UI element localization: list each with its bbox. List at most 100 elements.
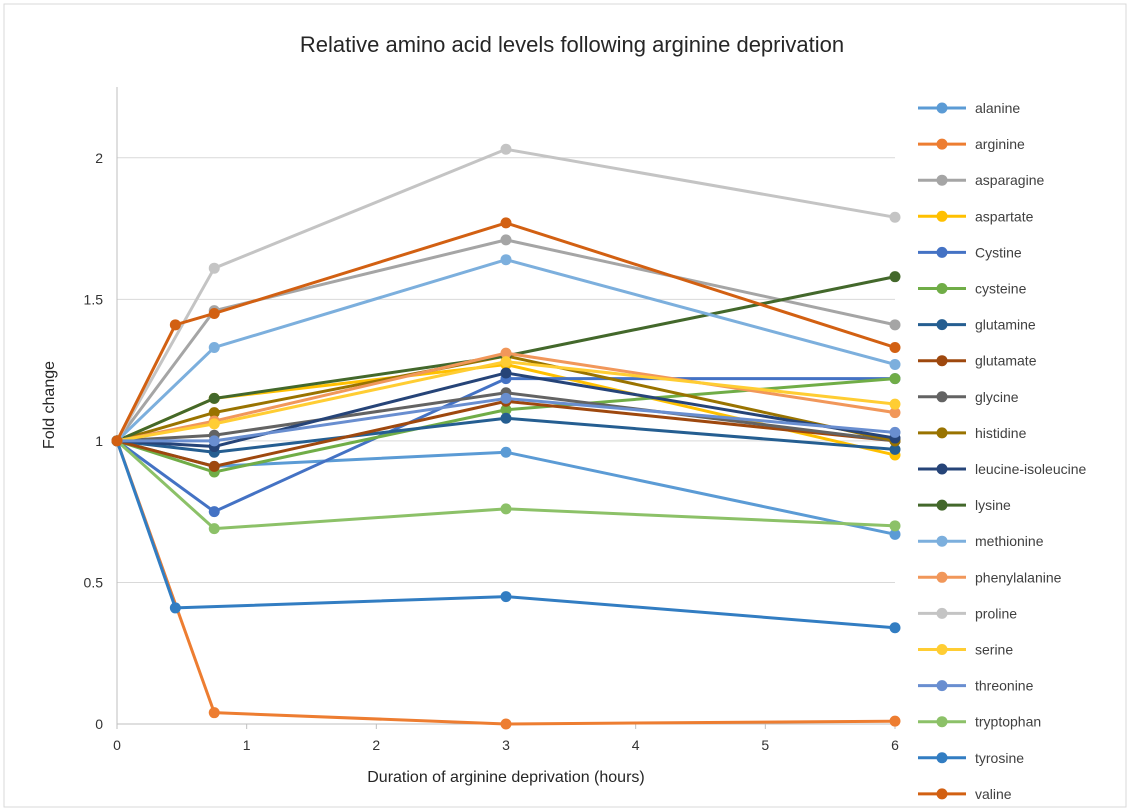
legend-label: arginine (975, 136, 1025, 152)
y-tick-label: 0.5 (84, 574, 104, 590)
data-point (500, 367, 512, 379)
series-line-lysine (115, 275, 897, 443)
data-point (889, 358, 901, 370)
data-point (208, 307, 220, 319)
legend-marker (936, 174, 948, 186)
data-point (169, 602, 181, 614)
series-line-cystine (115, 377, 897, 514)
legend-marker (936, 463, 948, 475)
data-point (208, 707, 220, 719)
legend-marker (936, 680, 948, 692)
data-point (889, 715, 901, 727)
data-point (500, 356, 512, 368)
data-point (169, 319, 181, 331)
y-axis-label: Fold change (41, 361, 58, 449)
series-lines (111, 143, 901, 730)
series-line-cysteine (115, 377, 897, 474)
data-point (889, 443, 901, 455)
data-point (500, 404, 512, 416)
data-point (889, 271, 901, 283)
legend-marker (936, 138, 948, 150)
series-valine (111, 217, 901, 447)
legend: alanine arginine asparagine aspartate Cystin… (918, 100, 1087, 802)
data-point (500, 234, 512, 246)
data-point (889, 341, 901, 353)
legend-label: serine (975, 642, 1013, 658)
legend-item-tyrosine: tyrosine (918, 750, 1024, 766)
y-tick-label: 1.5 (84, 291, 104, 307)
data-point (889, 319, 901, 331)
legend-label: phenylalanine (975, 569, 1062, 585)
legend-item-glycine: glycine (918, 389, 1019, 405)
data-point (208, 407, 220, 419)
x-tick-label: 2 (372, 737, 380, 753)
data-point (500, 591, 512, 603)
data-point (889, 520, 901, 532)
legend-item-glutamate: glutamate (918, 353, 1037, 369)
data-point (208, 418, 220, 430)
x-tick-label: 1 (243, 737, 251, 753)
legend-item-glutamine: glutamine (918, 317, 1036, 333)
x-tick-label: 4 (632, 737, 640, 753)
legend-label: glutamate (975, 353, 1037, 369)
legend-marker (936, 355, 948, 367)
legend-item-leucine-isoleucine: leucine-isoleucine (918, 461, 1087, 477)
data-point (889, 528, 901, 540)
legend-item-histidine: histidine (918, 425, 1027, 441)
data-point (500, 392, 512, 404)
data-point (208, 506, 220, 518)
series-line-tyrosine (115, 439, 897, 630)
legend-marker (936, 210, 948, 222)
legend-item-cysteine: cysteine (918, 281, 1027, 297)
data-point (111, 435, 123, 447)
data-point (889, 426, 901, 438)
legend-label: alanine (975, 100, 1020, 116)
x-tick-label: 3 (502, 737, 510, 753)
legend-item-aspartate: aspartate (918, 208, 1034, 224)
legend-label: glutamine (975, 317, 1036, 333)
legend-marker (936, 283, 948, 294)
data-point (500, 718, 512, 730)
legend-item-cystine: Cystine (918, 244, 1022, 260)
series-line-tryptophan (115, 439, 897, 531)
series-line-threonine (115, 396, 897, 443)
legend-label: valine (975, 786, 1012, 802)
legend-item-valine: valine (918, 786, 1012, 802)
gridlines (117, 157, 895, 583)
legend-label: leucine-isoleucine (975, 461, 1087, 477)
legend-item-arginine: arginine (918, 136, 1025, 152)
series-line-glutamate (115, 399, 897, 468)
legend-item-lysine: lysine (918, 497, 1011, 513)
legend-label: proline (975, 605, 1017, 621)
legend-label: tyrosine (975, 750, 1024, 766)
legend-label: tryptophan (975, 714, 1041, 730)
x-axis-label: Duration of arginine deprivation (hours) (367, 769, 644, 786)
data-point (500, 347, 512, 359)
legend-marker (936, 716, 948, 728)
series-line-proline (115, 147, 897, 443)
y-tick-label: 2 (95, 150, 103, 166)
data-point (208, 392, 220, 404)
legend-marker (936, 427, 948, 439)
data-point (208, 435, 220, 447)
legend-item-asparagine: asparagine (918, 172, 1044, 188)
legend-label: histidine (975, 425, 1027, 441)
data-point (889, 398, 901, 410)
series-line-leucine-isoleucine (115, 371, 897, 449)
legend-marker (936, 319, 948, 331)
legend-label: lysine (975, 497, 1011, 513)
data-point (500, 217, 512, 229)
legend-label: glycine (975, 389, 1019, 405)
legend-item-tryptophan: tryptophan (918, 714, 1041, 730)
x-tick-label: 5 (761, 737, 769, 753)
legend-marker (936, 391, 948, 403)
legend-label: asparagine (975, 172, 1044, 188)
chart-title: Relative amino acid levels following arg… (300, 32, 844, 57)
data-point (500, 446, 512, 458)
legend-marker (936, 246, 948, 258)
data-point (208, 460, 220, 472)
data-point (500, 254, 512, 266)
legend-item-proline: proline (918, 605, 1017, 621)
